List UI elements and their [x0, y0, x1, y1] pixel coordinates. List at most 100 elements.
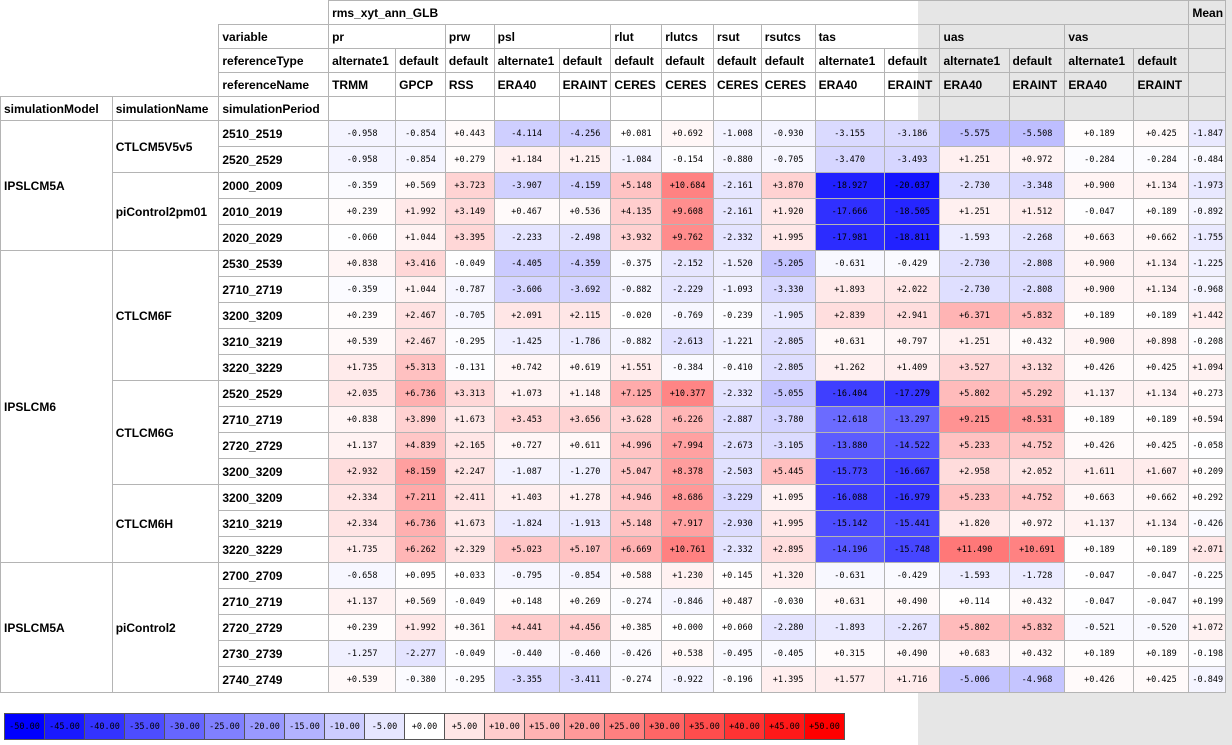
simulation-name-cell: CTLCM6H — [111, 484, 220, 563]
value-cell: +4.839 — [395, 432, 446, 459]
data-row: 2720_2729 +1.137 +4.839 +2.165 +0.727 +0.611 +… — [1, 432, 1226, 459]
value-cell: -1.905 — [760, 302, 816, 329]
value-cell: -1.270 — [558, 458, 612, 485]
simulation-period-cell: 2740_2749 — [218, 666, 330, 693]
blank-cell — [493, 96, 560, 121]
value-cell: -4.968 — [1008, 666, 1066, 693]
mean-value-cell: -1.973 — [1188, 172, 1226, 199]
value-cell: +4.441 — [493, 614, 560, 641]
value-cell: +5.148 — [610, 172, 663, 199]
variable-header: rlut — [610, 24, 663, 49]
value-cell: +1.920 — [760, 198, 816, 225]
value-cell: -2.503 — [713, 458, 762, 485]
value-cell: +2.091 — [493, 302, 560, 329]
reference-type-label: referenceType — [218, 48, 330, 73]
colorbar-swatch: -15.00 — [284, 713, 325, 740]
value-cell: +2.467 — [395, 328, 446, 355]
colorbar-swatch: -35.00 — [124, 713, 165, 740]
data-row: CTLCM6G 2520_2529 +2.035 +6.736 +3.313 +1.073… — [1, 380, 1226, 485]
colorbar-swatch: +45.00 — [764, 713, 805, 740]
value-cell: +1.992 — [395, 614, 446, 641]
value-cell: +0.490 — [883, 640, 941, 667]
value-cell: +0.838 — [328, 406, 397, 433]
value-cell: -2.161 — [713, 172, 762, 199]
value-cell: +0.663 — [1064, 224, 1135, 251]
value-cell: +0.239 — [328, 614, 397, 641]
value-cell: -0.460 — [558, 640, 612, 667]
value-cell: +5.233 — [939, 484, 1010, 511]
value-cell: +8.378 — [661, 458, 714, 485]
value-cell: -0.429 — [883, 562, 941, 589]
variable-header: psl — [493, 24, 612, 49]
value-cell: +1.320 — [760, 562, 816, 589]
value-cell: +5.107 — [558, 536, 612, 563]
value-cell: +6.736 — [395, 380, 446, 407]
value-cell: -5.508 — [1008, 120, 1066, 147]
value-cell: -1.893 — [814, 614, 885, 641]
colorbar-legend: -50.00 -45.00 -40.00 -35.00 -30.00 -25.00 -20.… — [4, 713, 845, 740]
reference-type-cell: default — [610, 48, 663, 73]
value-cell: +0.385 — [610, 614, 663, 641]
value-cell: +0.569 — [395, 172, 446, 199]
value-cell: +0.426 — [1064, 666, 1135, 693]
colorbar-swatch: -25.00 — [204, 713, 245, 740]
mean-value-cell: -1.225 — [1188, 250, 1226, 277]
value-cell: -3.606 — [493, 276, 560, 303]
value-cell: +0.539 — [328, 666, 397, 693]
simulation-period-cell: 3200_3209 — [218, 458, 330, 485]
value-cell: +5.802 — [939, 380, 1010, 407]
header-row-reference-type: referenceType alternate1 default default alt… — [0, 48, 1226, 73]
value-cell: -0.882 — [610, 276, 663, 303]
mean-value-cell: +0.199 — [1188, 588, 1226, 615]
header-row-variable: variable pr prw psl rlut rlutcs rsut rsutcs tas u… — [0, 24, 1226, 49]
value-cell: +0.189 — [1133, 302, 1190, 329]
value-cell: +10.684 — [661, 172, 714, 199]
variable-header: uas — [939, 24, 1066, 49]
simulation-period-cell: 2720_2729 — [218, 614, 330, 641]
value-cell: -2.887 — [713, 406, 762, 433]
value-cell: +1.673 — [444, 406, 495, 433]
value-cell: +1.137 — [328, 588, 397, 615]
simulation-period-cell: 2730_2739 — [218, 640, 330, 667]
mean-value-cell: -0.198 — [1188, 640, 1226, 667]
mean-header: Mean — [1188, 0, 1226, 25]
value-cell: +0.487 — [713, 588, 762, 615]
value-cell: -3.493 — [883, 146, 941, 173]
value-cell: -2.730 — [939, 276, 1010, 303]
simulation-period-cell: 3200_3209 — [218, 484, 330, 511]
value-cell: +4.946 — [610, 484, 663, 511]
data-row: piControl2pm01 2000_2009 -0.359 +0.569 +3.72… — [1, 172, 1226, 251]
value-cell: +1.512 — [1008, 198, 1066, 225]
value-cell: -0.429 — [883, 250, 941, 277]
blank-cell — [883, 96, 941, 121]
simulation-period-cell: 2710_2719 — [218, 588, 330, 615]
value-cell: -2.930 — [713, 510, 762, 537]
value-cell: +0.797 — [883, 328, 941, 355]
value-cell: +1.278 — [558, 484, 612, 511]
value-cell: -0.284 — [1133, 146, 1190, 173]
mean-value-cell: +0.292 — [1188, 484, 1226, 511]
value-cell: +1.735 — [328, 354, 397, 381]
value-cell: +7.994 — [661, 432, 714, 459]
value-cell: +0.189 — [1133, 406, 1190, 433]
value-cell: -0.274 — [610, 588, 663, 615]
header-row-dimensions: simulationModel simulationName simulationP… — [0, 96, 1226, 121]
value-cell: +2.334 — [328, 484, 397, 511]
reference-name-cell: ERAINT — [883, 72, 941, 97]
simulation-name-label: simulationName — [111, 96, 220, 121]
value-cell: -0.047 — [1064, 198, 1135, 225]
simulation-name-cell: CTLCM6G — [111, 380, 220, 485]
value-cell: -2.332 — [713, 224, 762, 251]
data-row: 2720_2729 +0.239 +1.992 +0.361 +4.441 +4.456 +… — [1, 614, 1226, 641]
reference-name-cell: ERA40 — [493, 72, 560, 97]
reference-type-cell: alternate1 — [328, 48, 397, 73]
value-cell: +3.932 — [610, 224, 663, 251]
reference-name-cell: ERAINT — [1133, 72, 1190, 97]
value-cell: +0.425 — [1133, 354, 1190, 381]
value-cell: -4.159 — [558, 172, 612, 199]
value-cell: +6.226 — [661, 406, 714, 433]
value-cell: +5.148 — [610, 510, 663, 537]
value-cell: -0.795 — [493, 562, 560, 589]
value-cell: -0.359 — [328, 172, 397, 199]
value-cell: -20.037 — [883, 172, 941, 199]
